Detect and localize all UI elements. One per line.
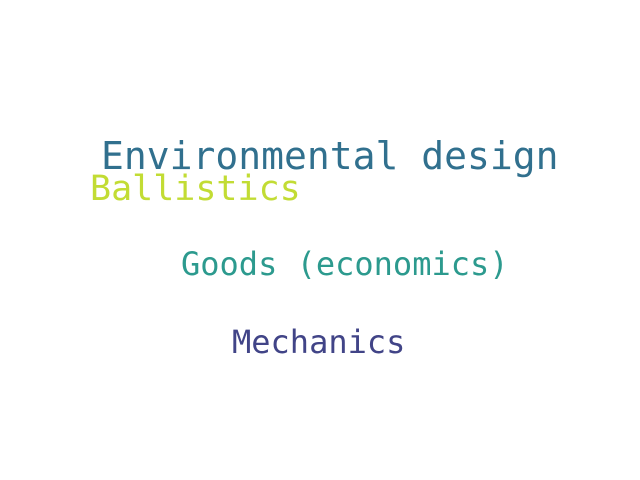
word-ballistics: Ballistics bbox=[90, 169, 301, 209]
word-environmental-design: Environmental design bbox=[101, 134, 559, 178]
word-goods-economics: Goods (economics) bbox=[181, 245, 509, 283]
word-mechanics: Mechanics bbox=[232, 323, 406, 361]
